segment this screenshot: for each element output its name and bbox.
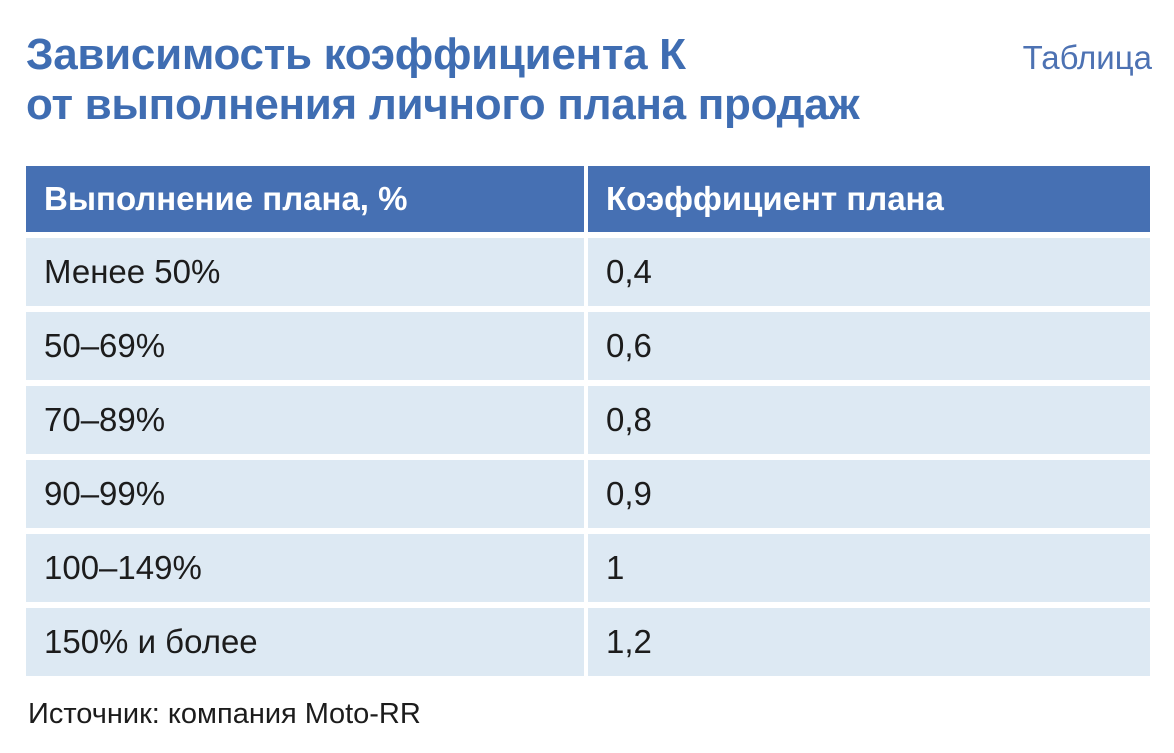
coefficient-cell: 1,2 xyxy=(588,608,1150,676)
plan-cell: 100–149% xyxy=(26,534,584,602)
plan-cell: 90–99% xyxy=(26,460,584,528)
plan-cell: 150% и более xyxy=(26,608,584,676)
title-line-1: Зависимость коэффициента К xyxy=(26,30,686,79)
table-row: 150% и более 1,2 xyxy=(26,608,1150,676)
table-label: Таблица xyxy=(1022,39,1152,76)
coefficient-cell: 0,9 xyxy=(588,460,1150,528)
page-title: Зависимость коэффициента К от выполнения… xyxy=(26,30,986,130)
table-row: 90–99% 0,9 xyxy=(26,460,1150,528)
column-header-plan: Выполнение плана, % xyxy=(26,166,584,232)
plan-cell: 50–69% xyxy=(26,312,584,380)
coefficient-cell: 0,8 xyxy=(588,386,1150,454)
plan-cell: Менее 50% xyxy=(26,238,584,306)
source-note: Источник: компания Moto-RR xyxy=(28,698,421,730)
table-row: 50–69% 0,6 xyxy=(26,312,1150,380)
plan-cell: 70–89% xyxy=(26,386,584,454)
table-row: 100–149% 1 xyxy=(26,534,1150,602)
coefficient-table: Выполнение плана, % Коэффициент плана Ме… xyxy=(26,166,1150,676)
title-line-2: от выполнения личного плана продаж xyxy=(26,80,860,129)
table-header-row: Выполнение плана, % Коэффициент плана xyxy=(26,166,1150,232)
coefficient-cell: 1 xyxy=(588,534,1150,602)
table-row: 70–89% 0,8 xyxy=(26,386,1150,454)
coefficient-cell: 0,6 xyxy=(588,312,1150,380)
column-header-coefficient: Коэффициент плана xyxy=(588,166,1150,232)
table-row: Менее 50% 0,4 xyxy=(26,238,1150,306)
coefficient-cell: 0,4 xyxy=(588,238,1150,306)
